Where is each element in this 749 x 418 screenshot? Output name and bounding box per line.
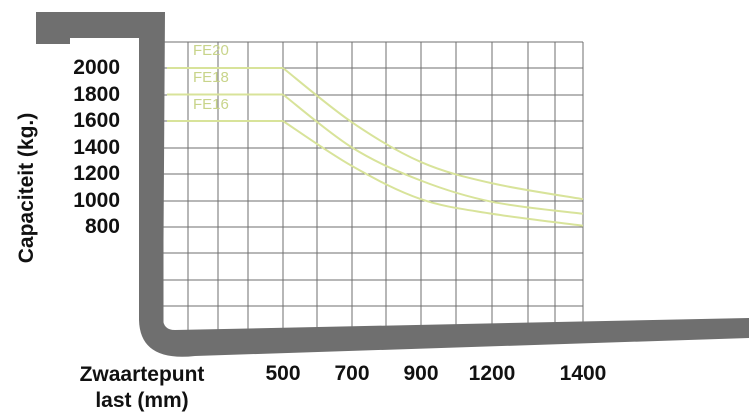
series-label: FE20	[193, 42, 229, 59]
x-axis-title: Zwaartepunt last (mm)	[42, 362, 242, 414]
y-tick-label: 800	[84, 215, 120, 238]
series-label: FE18	[193, 69, 229, 86]
x-tick-label: 1200	[468, 362, 516, 385]
x-axis-title-line-2: last (mm)	[95, 389, 189, 412]
y-tick-label: 1600	[73, 109, 120, 132]
x-tick-label: 1400	[559, 362, 607, 385]
x-axis-title-line-1: Zwaartepunt	[79, 363, 205, 386]
y-tick-label: 1200	[73, 162, 120, 185]
y-tick-label: 1000	[73, 188, 120, 212]
series-label: FE16	[193, 96, 229, 113]
x-tick-label: 500	[265, 362, 301, 385]
y-axis-title: Capaciteit (kg.)	[15, 112, 38, 264]
x-tick-label: 700	[334, 362, 370, 385]
series-line	[282, 120, 584, 227]
y-tick-label: 1800	[73, 82, 120, 106]
series-line	[282, 93, 584, 215]
series-line	[282, 67, 584, 201]
x-tick-label: 900	[403, 362, 439, 385]
y-tick-label: 2000	[73, 56, 120, 79]
fork-silhouette	[36, 12, 749, 357]
y-tick-label: 1400	[73, 135, 120, 159]
